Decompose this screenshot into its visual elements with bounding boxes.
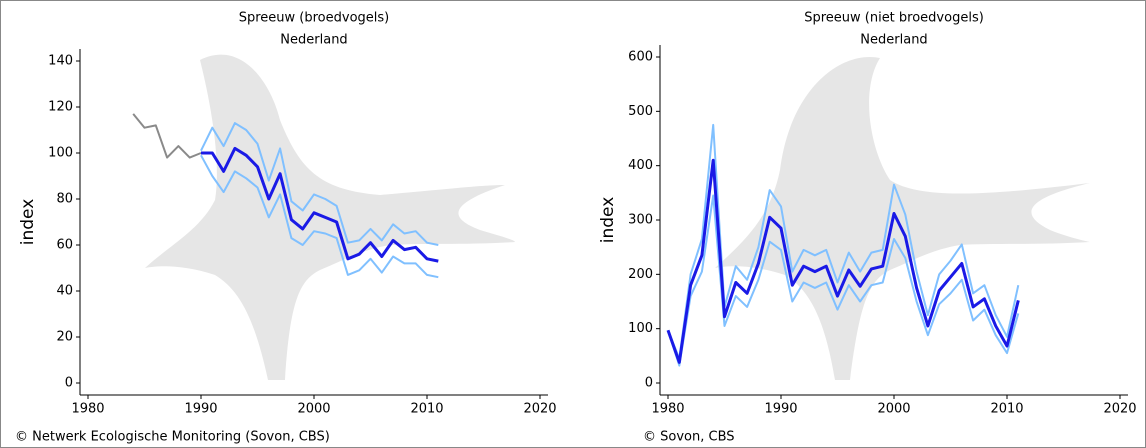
y-tick-label: 500 <box>628 104 653 119</box>
chart-title: Spreeuw (niet broedvogels) <box>804 11 984 26</box>
bird-silhouette <box>715 56 1090 380</box>
y-tick-label: 100 <box>628 321 653 336</box>
series-line <box>667 194 1020 367</box>
x-tick-label: 2000 <box>877 402 910 417</box>
x-tick-label: 1990 <box>764 402 797 417</box>
series-line <box>667 123 1020 360</box>
chart-subtitle: Nederland <box>280 33 347 48</box>
y-tick-label: 120 <box>48 100 73 115</box>
x-tick-label: 2000 <box>297 402 330 417</box>
source: © Netwerk Ecologische Monitoring (Sovon,… <box>15 430 330 445</box>
y-axis-label: index <box>18 199 38 246</box>
y-tick-label: 60 <box>56 238 73 253</box>
x-tick-label: 2020 <box>523 402 556 417</box>
series-line <box>201 146 439 263</box>
y-tick-label: 400 <box>628 158 653 173</box>
x-tick-label: 2010 <box>410 402 443 417</box>
series-line <box>200 154 439 279</box>
y-tick-label: 80 <box>56 192 73 207</box>
series-line <box>132 113 202 159</box>
chart-subtitle: Nederland <box>860 33 927 48</box>
y-tick-label: 0 <box>65 376 73 391</box>
y-tick-label: 20 <box>56 330 73 345</box>
series-line <box>200 122 439 246</box>
y-tick-label: 140 <box>48 54 73 69</box>
y-tick-label: 40 <box>56 284 73 299</box>
y-tick-label: 200 <box>628 267 653 282</box>
y-tick-label: 0 <box>645 376 653 391</box>
x-tick-label: 2020 <box>1103 402 1136 417</box>
y-tick-label: 600 <box>628 50 653 65</box>
series-line <box>666 158 1020 364</box>
x-tick-label: 1980 <box>651 402 684 417</box>
y-tick-label: 100 <box>48 146 73 161</box>
source: © Sovon, CBS <box>643 430 735 445</box>
chart-title: Spreeuw (broedvogels) <box>239 11 390 26</box>
bird-silhouette <box>145 54 515 381</box>
y-tick-label: 300 <box>628 213 653 228</box>
y-axis-label: index <box>598 197 618 244</box>
x-tick-label: 2010 <box>990 402 1023 417</box>
x-tick-label: 1990 <box>184 402 217 417</box>
x-tick-label: 1980 <box>71 402 104 417</box>
